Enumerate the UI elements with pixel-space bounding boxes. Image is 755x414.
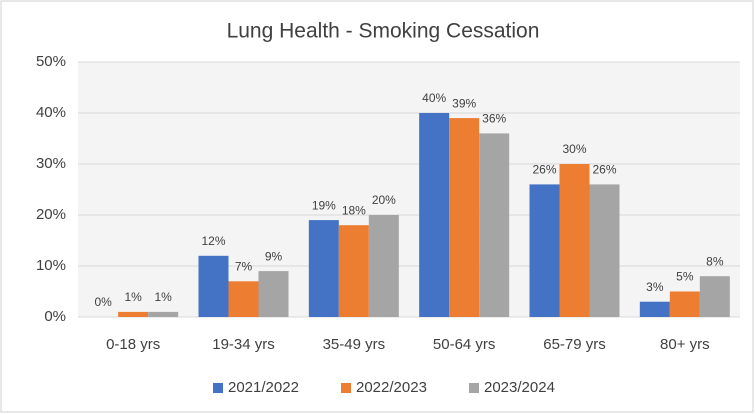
value-label: 20% <box>372 193 396 207</box>
value-label: 30% <box>562 142 586 156</box>
value-label: 0% <box>94 295 112 309</box>
value-label: 19% <box>312 198 336 212</box>
value-label: 1% <box>124 290 142 304</box>
legend-swatch <box>469 383 479 393</box>
y-tick-label: 0% <box>44 308 66 325</box>
bar <box>419 113 450 317</box>
value-label: 3% <box>646 280 664 294</box>
bar <box>228 281 259 317</box>
bar <box>559 164 590 317</box>
y-tick-label: 10% <box>36 257 66 274</box>
legend-label: 2023/2024 <box>484 379 555 396</box>
bar <box>479 133 510 317</box>
value-label: 7% <box>235 259 253 273</box>
bar <box>148 311 179 317</box>
bar <box>529 184 560 317</box>
legend-swatch <box>213 383 223 393</box>
value-label: 12% <box>201 234 225 248</box>
x-tick-label: 65-79 yrs <box>543 336 606 353</box>
legend-label: 2022/2023 <box>356 379 427 396</box>
bar <box>639 301 670 317</box>
y-tick-label: 50% <box>36 53 66 70</box>
y-tick-label: 20% <box>36 206 66 223</box>
x-tick-label: 0-18 yrs <box>106 336 160 353</box>
y-tick-label: 30% <box>36 155 66 172</box>
value-label: 9% <box>265 249 283 263</box>
bar <box>699 276 730 317</box>
legend-label: 2021/2022 <box>228 379 299 396</box>
value-label: 8% <box>706 254 724 268</box>
bar <box>258 271 289 317</box>
bar <box>118 311 149 317</box>
bar <box>669 291 700 317</box>
bar <box>308 220 339 317</box>
x-tick-label: 19-34 yrs <box>212 336 275 353</box>
value-label: 36% <box>482 112 506 126</box>
chart-title: Lung Health - Smoking Cessation <box>227 20 540 43</box>
bar <box>589 184 620 317</box>
value-label: 5% <box>676 270 694 284</box>
x-tick-label: 50-64 yrs <box>433 336 496 353</box>
plot-area <box>78 62 740 317</box>
bar <box>198 255 229 317</box>
value-label: 26% <box>592 163 616 177</box>
value-label: 26% <box>532 163 556 177</box>
value-label: 40% <box>422 91 446 105</box>
y-tick-label: 40% <box>36 104 66 121</box>
x-tick-label: 35-49 yrs <box>323 336 386 353</box>
value-label: 18% <box>342 203 366 217</box>
bar <box>338 225 369 317</box>
x-tick-label: 80+ yrs <box>660 336 710 353</box>
legend-swatch <box>341 383 351 393</box>
value-label: 1% <box>154 290 172 304</box>
bar <box>368 215 399 317</box>
value-label: 39% <box>452 96 476 110</box>
bar <box>449 118 480 317</box>
